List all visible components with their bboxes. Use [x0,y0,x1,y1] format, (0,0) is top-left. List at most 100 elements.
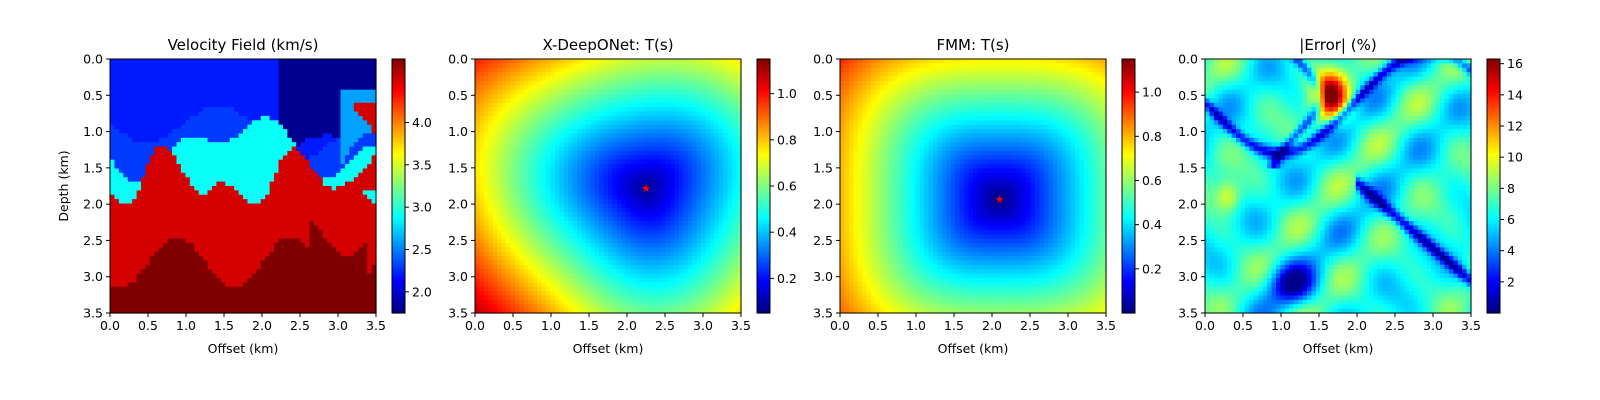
heatmap-cell [322,137,328,143]
heatmap-cell [136,164,142,170]
heatmap-cell [727,137,733,143]
heatmap-cell [714,59,720,64]
heatmap-cell [362,295,368,301]
heatmap-cell [563,94,569,100]
heatmap-cell [492,76,498,82]
heatmap-cell [194,146,200,152]
heatmap-cell [340,159,346,165]
heatmap-cell [300,181,306,187]
heatmap-cell [305,155,311,161]
heatmap-cell [475,137,481,143]
heatmap-cell [132,212,138,218]
heatmap-cell [198,190,204,196]
heatmap-cell [300,115,306,121]
heatmap-cell [300,168,306,174]
heatmap-cell [287,155,293,161]
heatmap-cell [554,150,560,156]
heatmap-cell [114,216,120,222]
heatmap-cell [296,146,302,152]
heatmap-cell [559,124,565,130]
heatmap-cell [251,168,257,174]
heatmap-cell [127,80,133,86]
heatmap-cell [225,203,231,209]
heatmap-cell [114,155,120,161]
heatmap-cell [118,212,124,218]
heatmap-cell [158,120,164,126]
heatmap-cell [501,137,507,143]
heatmap-cell [180,150,186,156]
heatmap-cell [309,203,315,209]
heatmap-cell [154,168,160,174]
heatmap-cell [318,164,324,170]
heatmap-cell [599,111,605,117]
heatmap-cell [305,269,311,275]
heatmap-cell [167,129,173,135]
heatmap-cell [559,133,565,139]
colorbar-segment [392,221,405,225]
heatmap-cell [541,89,547,95]
heatmap-cell [327,194,333,200]
heatmap-cell [661,76,667,82]
colorbar-segment [392,117,405,121]
heatmap-cell [118,59,124,64]
heatmap-cell [132,295,138,301]
heatmap-cell [568,115,574,121]
heatmap-cell [198,256,204,262]
heatmap-cell [149,212,155,218]
heatmap-cell [225,207,231,213]
heatmap-cell [158,229,164,235]
heatmap-cell [180,102,186,108]
heatmap-cell [251,207,257,213]
heatmap-cell [127,172,133,178]
heatmap-cell [127,238,133,244]
heatmap-cell [207,76,213,82]
heatmap-cell [362,133,368,139]
heatmap-cell [344,133,350,139]
heatmap-cell [545,150,551,156]
heatmap-cell [127,59,133,64]
heatmap-cell [216,299,222,305]
heatmap-cell [313,168,319,174]
heatmap-cell [167,94,173,100]
heatmap-cell [510,115,516,121]
heatmap-cell [149,304,155,310]
heatmap-cell [265,299,271,305]
heatmap-cell [225,295,231,301]
heatmap-cell [528,146,534,152]
heatmap-cell [189,277,195,283]
heatmap-cell [300,85,306,91]
heatmap-cell [559,94,565,100]
heatmap-cell [145,194,151,200]
heatmap-cell [154,308,160,314]
heatmap-cell [225,199,231,205]
heatmap-cell [599,98,605,104]
heatmap-cell [643,76,649,82]
heatmap-cell [274,221,280,227]
heatmap-cell [603,142,609,148]
heatmap-cell [291,107,297,113]
heatmap-cell [274,177,280,183]
heatmap-cell [367,155,373,161]
heatmap-cell [313,177,319,183]
heatmap-cell [114,238,120,244]
heatmap-cell [194,172,200,178]
heatmap-cell [145,295,151,301]
heatmap-cell [180,124,186,130]
heatmap-cell [216,80,222,86]
heatmap-cell [278,76,284,82]
heatmap-cell [475,98,481,104]
heatmap-cell [313,264,319,270]
heatmap-cell [278,203,284,209]
heatmap-cell [362,142,368,148]
heatmap-cell [661,63,667,69]
heatmap-cell [340,242,346,248]
heatmap-cell [127,229,133,235]
heatmap-cell [216,194,222,200]
heatmap-cell [269,181,275,187]
heatmap-cell [110,194,116,200]
heatmap-cell [692,129,698,135]
heatmap-cell [207,155,213,161]
heatmap-cell [696,150,702,156]
heatmap-cell [247,194,253,200]
heatmap-cell [537,155,543,161]
